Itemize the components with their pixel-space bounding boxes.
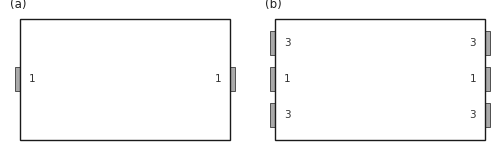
Text: 3: 3 — [284, 110, 290, 120]
Text: (a): (a) — [10, 0, 26, 11]
Text: (b): (b) — [265, 0, 282, 11]
Text: 3: 3 — [470, 38, 476, 48]
Bar — [20, 19, 230, 140]
Text: 1: 1 — [214, 74, 221, 84]
Bar — [270, 31, 279, 55]
Text: 3: 3 — [284, 38, 290, 48]
Bar — [481, 103, 490, 127]
Bar — [15, 67, 24, 91]
Text: 1: 1 — [29, 74, 35, 84]
Text: 3: 3 — [470, 110, 476, 120]
Bar — [481, 67, 490, 91]
Bar — [481, 31, 490, 55]
Bar — [270, 67, 279, 91]
Bar — [270, 103, 279, 127]
Bar — [226, 67, 235, 91]
Bar — [275, 19, 485, 140]
Text: 1: 1 — [470, 74, 476, 84]
Text: 1: 1 — [284, 74, 290, 84]
